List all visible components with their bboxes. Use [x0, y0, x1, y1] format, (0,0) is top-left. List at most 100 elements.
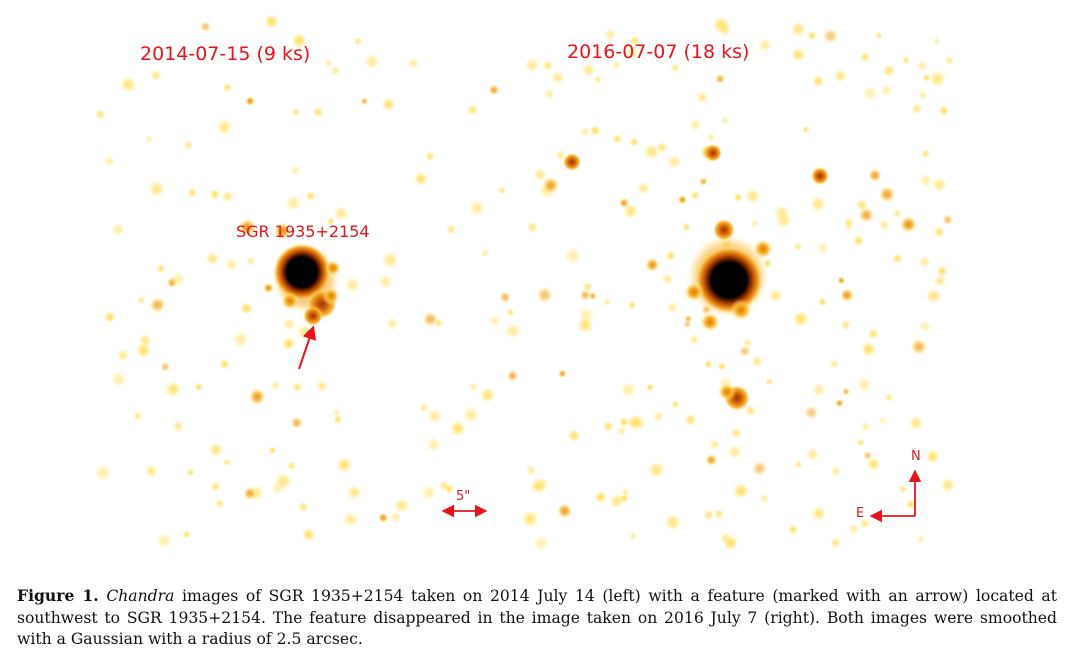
- background-event-blob: [811, 74, 825, 88]
- background-event-blob: [164, 380, 182, 398]
- background-event-blob: [829, 536, 842, 549]
- background-event-blob: [567, 428, 581, 443]
- background-event-blob: [389, 510, 402, 524]
- background-event-blob: [811, 382, 826, 397]
- background-event-blob: [938, 105, 950, 116]
- background-event-blob: [859, 51, 871, 64]
- right-source-emission: [563, 144, 829, 411]
- background-event-blob: [792, 241, 803, 252]
- background-event-blob: [263, 13, 280, 30]
- compass-north-label: N: [911, 449, 921, 464]
- background-event-blob: [290, 416, 304, 430]
- right-panel-events: [521, 15, 956, 552]
- background-event-blob: [324, 59, 333, 68]
- background-event-blob: [579, 126, 591, 138]
- background-event-blob: [238, 218, 257, 237]
- background-event-blob: [291, 32, 308, 49]
- background-event-blob: [506, 369, 519, 382]
- background-event-blob: [882, 63, 896, 78]
- background-event-blob: [665, 250, 676, 262]
- background-event-blob: [393, 497, 410, 514]
- background-event-blob: [433, 317, 444, 328]
- background-event-blob: [732, 482, 750, 500]
- left-panel-title: 2014-07-15 (9 ks): [140, 43, 311, 65]
- background-event-blob: [488, 84, 500, 96]
- background-event-blob: [214, 498, 225, 509]
- background-event-blob: [933, 226, 946, 238]
- background-event-blob: [284, 194, 303, 212]
- background-event-blob: [853, 235, 865, 247]
- background-event-blob: [670, 399, 681, 410]
- caption-label: Figure 1.: [17, 586, 99, 605]
- background-event-blob: [934, 274, 947, 288]
- background-event-blob: [479, 387, 496, 403]
- background-event-blob: [215, 118, 233, 136]
- background-event-blob: [526, 220, 539, 234]
- background-event-blob: [918, 173, 933, 188]
- background-event-blob: [811, 505, 827, 522]
- background-event-blob: [920, 149, 931, 159]
- background-event-blob: [867, 168, 883, 183]
- background-event-blob: [602, 297, 612, 307]
- background-event-blob: [874, 31, 883, 40]
- background-event-blob: [931, 176, 948, 193]
- background-event-blob: [765, 377, 774, 386]
- background-event-blob: [381, 251, 399, 269]
- background-event-blob: [723, 535, 739, 551]
- background-event-blob: [944, 55, 955, 66]
- background-event-blob: [856, 438, 866, 447]
- background-event-blob: [199, 20, 212, 33]
- background-event-blob: [353, 36, 363, 47]
- background-event-blob: [878, 218, 891, 232]
- background-event-blob: [922, 73, 931, 82]
- background-event-blob: [717, 361, 727, 371]
- background-event-blob: [377, 274, 394, 290]
- background-event-blob: [932, 37, 941, 46]
- background-event-blob: [224, 257, 239, 272]
- background-event-blob: [801, 125, 811, 134]
- background-event-blob: [248, 387, 267, 406]
- background-event-blob: [804, 405, 819, 420]
- background-event-blob: [468, 382, 479, 392]
- background-event-blob: [245, 96, 256, 107]
- background-event-blob: [733, 192, 744, 203]
- background-event-blob: [205, 251, 220, 266]
- background-event-blob: [381, 97, 396, 112]
- background-event-blob: [333, 414, 343, 424]
- background-event-blob: [834, 398, 844, 408]
- background-event-blob: [535, 286, 554, 304]
- compass: [869, 469, 922, 523]
- background-event-blob: [681, 222, 691, 232]
- background-event-blob: [642, 143, 661, 161]
- background-event-blob: [898, 485, 908, 494]
- background-event-blob: [899, 215, 918, 234]
- chandra-image-figure: [94, 13, 956, 552]
- background-event-blob: [525, 464, 538, 477]
- background-event-blob: [144, 135, 154, 144]
- background-event-blob: [556, 502, 573, 519]
- background-event-blob: [925, 449, 941, 465]
- background-event-blob: [730, 427, 743, 440]
- background-event-blob: [936, 265, 948, 278]
- background-event-blob: [159, 361, 171, 373]
- background-event-blob: [860, 421, 871, 432]
- background-event-blob: [557, 369, 568, 379]
- background-event-blob: [757, 38, 773, 53]
- background-event-blob: [305, 190, 316, 202]
- background-event-blob: [240, 301, 253, 315]
- background-event-blob: [940, 477, 956, 493]
- background-event-blob: [908, 415, 924, 431]
- left-panel-events: [94, 13, 522, 550]
- background-event-blob: [708, 438, 721, 451]
- background-event-blob: [577, 306, 595, 324]
- background-event-blob: [542, 59, 554, 72]
- background-event-blob: [94, 463, 112, 482]
- background-event-blob: [291, 107, 301, 117]
- background-event-blob: [543, 88, 556, 101]
- background-event-blob: [878, 416, 888, 425]
- background-event-blob: [793, 459, 803, 470]
- background-event-blob: [652, 410, 664, 422]
- background-event-blob: [603, 27, 617, 42]
- compass-east-label: E: [856, 506, 865, 521]
- background-event-blob: [767, 288, 783, 303]
